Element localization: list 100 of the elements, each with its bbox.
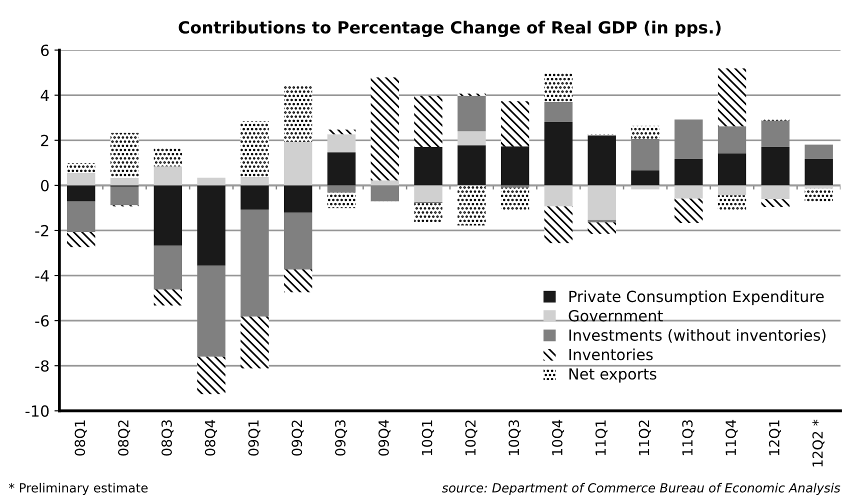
x-tick-label: 10Q3 — [508, 420, 521, 456]
bar — [588, 222, 616, 234]
bar — [110, 178, 139, 186]
bar — [67, 163, 96, 173]
bar — [458, 96, 486, 132]
bar — [544, 74, 573, 102]
y-tick-label: -6 — [35, 315, 49, 327]
bar — [284, 185, 312, 213]
x-tick-label: 09Q2 — [292, 420, 304, 456]
bar — [631, 185, 660, 190]
bar — [67, 185, 96, 202]
bar — [500, 101, 530, 146]
bar — [631, 126, 660, 139]
bar — [154, 166, 182, 186]
legend-label: Government — [568, 310, 663, 322]
bar — [631, 170, 660, 186]
x-tick-label: 08Q4 — [204, 420, 217, 456]
bar — [327, 192, 356, 208]
bar — [761, 120, 790, 148]
x-tick-label: 11Q3 — [682, 420, 694, 456]
bar — [674, 120, 703, 159]
bar — [284, 269, 312, 292]
y-tick-label: 2 — [41, 134, 48, 146]
bar — [154, 148, 182, 166]
y-tick-label: -4 — [35, 270, 49, 282]
bar — [414, 203, 442, 222]
bar — [284, 85, 312, 142]
bar — [154, 185, 182, 246]
bar — [544, 206, 573, 244]
y-tick-label: -10 — [26, 405, 49, 417]
bar — [240, 177, 269, 186]
bar — [414, 96, 442, 148]
bar — [674, 198, 703, 224]
bar — [804, 158, 833, 186]
bar — [674, 158, 703, 186]
chart-title: Contributions to Percentage Change of Real GDP (in pps.) — [178, 20, 721, 38]
bar — [240, 209, 269, 317]
bar — [327, 130, 356, 134]
bar — [240, 316, 269, 368]
bar — [197, 266, 226, 357]
bar — [458, 145, 486, 186]
bar — [154, 246, 182, 290]
x-tick-label: 08Q1 — [74, 420, 87, 456]
bar — [718, 126, 746, 154]
legend-label: Net exports — [569, 368, 656, 383]
bar — [67, 201, 96, 232]
bar — [414, 147, 442, 186]
bar — [631, 138, 660, 170]
bar — [718, 68, 746, 126]
bar — [154, 290, 182, 306]
y-tick-label: -2 — [35, 224, 48, 236]
bar — [327, 134, 356, 152]
y-tick-label: 0 — [40, 180, 49, 192]
x-tick-label: 12Q1 — [768, 420, 782, 456]
bar — [67, 232, 96, 248]
x-tick-label: 12Q2 * — [812, 420, 824, 466]
bar — [370, 180, 399, 186]
bar — [674, 185, 703, 199]
bar — [284, 212, 312, 270]
legend-label: Private Consumption Expenditure — [569, 290, 824, 306]
bar — [718, 195, 746, 210]
bar — [327, 152, 356, 186]
bar — [544, 185, 573, 206]
x-tick-label: 11Q1 — [595, 420, 608, 456]
x-tick-label: 08Q2 — [118, 420, 130, 456]
text: * Preliminary estimate — [8, 482, 148, 495]
bar — [197, 178, 226, 186]
bar — [804, 144, 833, 159]
bar — [804, 188, 833, 202]
x-tick-label: 10Q1 — [422, 420, 434, 456]
bar — [761, 185, 790, 200]
y-tick-label: 6 — [41, 44, 49, 56]
bar — [284, 142, 312, 186]
x-tick-label: 11Q2 — [638, 420, 651, 456]
bar — [500, 188, 530, 210]
bar — [761, 147, 790, 186]
bar — [588, 135, 616, 186]
legend-label: Investments (without inventories) — [569, 329, 826, 343]
bar — [197, 185, 226, 266]
bar — [718, 185, 746, 196]
y-tick-label: -8 — [35, 360, 49, 372]
x-tick-label: 08Q3 — [161, 420, 174, 456]
bar — [67, 172, 96, 186]
bar — [370, 77, 399, 180]
y-tick-label: 4 — [40, 90, 49, 101]
bar — [544, 122, 573, 186]
bar — [718, 153, 746, 186]
bar — [544, 102, 573, 122]
x-tick-label: 10Q4 — [552, 420, 564, 456]
bar — [458, 185, 486, 226]
x-tick-label: 09Q4 — [378, 420, 391, 456]
bar — [240, 185, 269, 210]
bar — [240, 121, 269, 178]
bar — [414, 185, 442, 202]
x-tick-label: 10Q2 — [465, 420, 478, 456]
bar — [458, 131, 486, 146]
bar — [500, 146, 530, 186]
x-tick-label: 09Q3 — [335, 420, 348, 456]
source-note: source: Department of Commerce Bureau of Economic Analysis — [442, 482, 840, 495]
bar — [110, 132, 139, 178]
